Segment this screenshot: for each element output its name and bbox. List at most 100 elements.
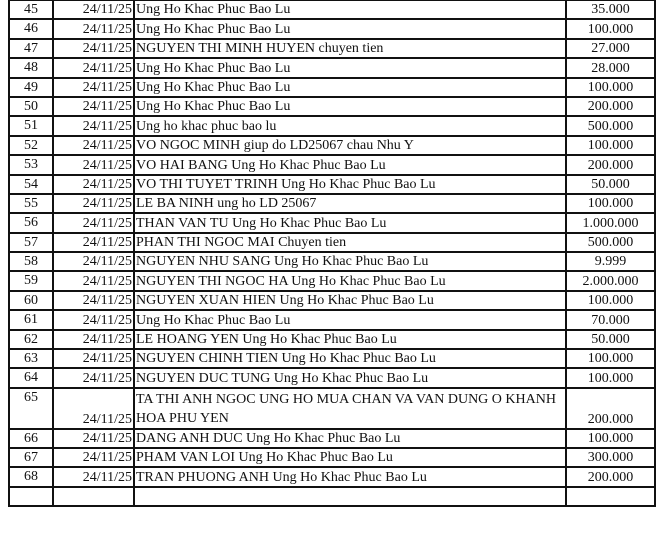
row-description: LE BA NINH ung ho LD 25067 — [133, 192, 567, 215]
row-amount: 100.000 — [565, 289, 656, 312]
row-number: 52 — [8, 134, 54, 157]
empty-cell — [52, 485, 135, 508]
table-row: 68 24/11/25 TRAN PHUONG ANH Ung Ho Khac Ph… — [8, 466, 656, 488]
row-description: TA THI ANH NGOC UNG HO MUA CHAN VA VAN D… — [133, 386, 567, 430]
row-amount: 200.000 — [565, 386, 656, 430]
row-date: 24/11/25 — [52, 348, 135, 370]
row-number: 55 — [8, 192, 54, 215]
row-number: 56 — [8, 212, 54, 234]
row-number: 68 — [8, 466, 54, 488]
table-row: 56 24/11/25 THAN VAN TU Ung Ho Khac Phuc B… — [8, 212, 656, 234]
row-date: 24/11/25 — [52, 37, 135, 60]
row-number: 45 — [8, 0, 54, 21]
table-row: 62 24/11/25 LE HOANG YEN Ung Ho Khac Phuc … — [8, 328, 656, 351]
row-amount: 35.000 — [565, 0, 656, 21]
row-amount: 2.000.000 — [565, 270, 656, 292]
table-row: 61 24/11/25 Ung Ho Khac Phuc Bao Lu 70.000 — [8, 309, 656, 331]
row-number: 65 — [8, 386, 54, 430]
row-description: Ung Ho Khac Phuc Bao Lu — [133, 57, 567, 79]
row-amount: 9.999 — [565, 251, 656, 273]
row-description: DANG ANH DUC Ung Ho Khac Phuc Bao Lu — [133, 427, 567, 450]
table-row: 63 24/11/25 NGUYEN CHINH TIEN Ung Ho Khac … — [8, 348, 656, 370]
row-date: 24/11/25 — [52, 134, 135, 157]
table-row-partial — [8, 485, 656, 508]
table-row: 66 24/11/25 DANG ANH DUC Ung Ho Khac Phuc … — [8, 427, 656, 450]
row-description: Ung Ho Khac Phuc Bao Lu — [133, 18, 567, 40]
table-row: 55 24/11/25 LE BA NINH ung ho LD 25067 100.… — [8, 192, 656, 215]
row-number: 46 — [8, 18, 54, 40]
row-amount: 27.000 — [565, 37, 656, 60]
row-number: 67 — [8, 446, 54, 469]
row-date: 24/11/25 — [52, 367, 135, 389]
row-number: 57 — [8, 231, 54, 254]
row-date: 24/11/25 — [52, 309, 135, 331]
row-date: 24/11/25 — [52, 115, 135, 137]
row-date: 24/11/25 — [52, 192, 135, 215]
table-row: 49 24/11/25 Ung Ho Khac Phuc Bao Lu 100.000 — [8, 76, 656, 98]
table-row: 50 24/11/25 Ung Ho Khac Phuc Bao Lu 200.000 — [8, 95, 656, 118]
empty-cell — [133, 485, 567, 508]
row-amount: 100.000 — [565, 18, 656, 40]
row-date: 24/11/25 — [52, 154, 135, 176]
row-amount: 100.000 — [565, 192, 656, 215]
table-body: 45 24/11/25 Ung Ho Khac Phuc Bao Lu 35.000… — [8, 0, 656, 508]
table-row: 67 24/11/25 PHAM VAN LOI Ung Ho Khac Phuc … — [8, 446, 656, 469]
row-date: 24/11/25 — [52, 18, 135, 40]
table-row: 47 24/11/25 NGUYEN THI MINH HUYEN chuyen t… — [8, 37, 656, 60]
row-description: Ung Ho Khac Phuc Bao Lu — [133, 309, 567, 331]
empty-cell — [565, 485, 656, 508]
row-amount: 100.000 — [565, 427, 656, 450]
row-description: Ung ho khac phuc bao lu — [133, 115, 567, 137]
row-date: 24/11/25 — [52, 270, 135, 292]
row-description: PHAN THI NGOC MAI Chuyen tien — [133, 231, 567, 254]
row-date: 24/11/25 — [52, 57, 135, 79]
row-description: TRAN PHUONG ANH Ung Ho Khac Phuc Bao Lu — [133, 466, 567, 488]
empty-cell — [8, 485, 54, 508]
table-row: 60 24/11/25 NGUYEN XUAN HIEN Ung Ho Khac P… — [8, 289, 656, 312]
row-number: 60 — [8, 289, 54, 312]
row-number: 62 — [8, 328, 54, 351]
row-date: 24/11/25 — [52, 427, 135, 450]
row-description: LE HOANG YEN Ung Ho Khac Phuc Bao Lu — [133, 328, 567, 351]
row-amount: 300.000 — [565, 446, 656, 469]
row-amount: 50.000 — [565, 173, 656, 195]
row-amount: 100.000 — [565, 367, 656, 389]
row-description: THAN VAN TU Ung Ho Khac Phuc Bao Lu — [133, 212, 567, 234]
table-row: 59 24/11/25 NGUYEN THI NGOC HA Ung Ho Kha… — [8, 270, 656, 292]
row-number: 58 — [8, 251, 54, 273]
table-row: 46 24/11/25 Ung Ho Khac Phuc Bao Lu 100.00… — [8, 18, 656, 40]
row-amount: 28.000 — [565, 57, 656, 79]
row-description: Ung Ho Khac Phuc Bao Lu — [133, 0, 567, 21]
table-row: 64 24/11/25 NGUYEN DUC TUNG Ung Ho Khac Ph… — [8, 367, 656, 389]
row-description: VO NGOC MINH giup do LD25067 chau Nhu Y — [133, 134, 567, 157]
row-number: 59 — [8, 270, 54, 292]
row-amount: 100.000 — [565, 76, 656, 98]
table-row: 45 24/11/25 Ung Ho Khac Phuc Bao Lu 35.000 — [8, 0, 656, 21]
row-number: 66 — [8, 427, 54, 450]
row-date: 24/11/25 — [52, 0, 135, 21]
row-number: 54 — [8, 173, 54, 195]
donation-table: 45 24/11/25 Ung Ho Khac Phuc Bao Lu 35.000… — [8, 0, 656, 508]
row-number: 49 — [8, 76, 54, 98]
row-number: 48 — [8, 57, 54, 79]
row-date: 24/11/25 — [52, 386, 135, 430]
row-description: VO HAI BANG Ung Ho Khac Phuc Bao Lu — [133, 154, 567, 176]
row-number: 53 — [8, 154, 54, 176]
row-description: NGUYEN XUAN HIEN Ung Ho Khac Phuc Bao Lu — [133, 289, 567, 312]
row-date: 24/11/25 — [52, 289, 135, 312]
table-row: 65 24/11/25 TA THI ANH NGOC UNG HO MUA CHA… — [8, 386, 656, 430]
table-row: 58 24/11/25 NGUYEN NHU SANG Ung Ho Khac Ph… — [8, 251, 656, 273]
row-amount: 100.000 — [565, 134, 656, 157]
table-row: 48 24/11/25 Ung Ho Khac Phuc Bao Lu 28.000 — [8, 57, 656, 79]
row-date: 24/11/25 — [52, 212, 135, 234]
row-amount: 70.000 — [565, 309, 656, 331]
row-number: 63 — [8, 348, 54, 370]
row-amount: 200.000 — [565, 154, 656, 176]
row-amount: 500.000 — [565, 231, 656, 254]
row-amount: 100.000 — [565, 348, 656, 370]
row-date: 24/11/25 — [52, 446, 135, 469]
row-description: NGUYEN THI NGOC HA Ung Ho Khac Phuc Bao … — [133, 270, 567, 292]
row-amount: 200.000 — [565, 466, 656, 488]
row-amount: 500.000 — [565, 115, 656, 137]
row-date: 24/11/25 — [52, 76, 135, 98]
